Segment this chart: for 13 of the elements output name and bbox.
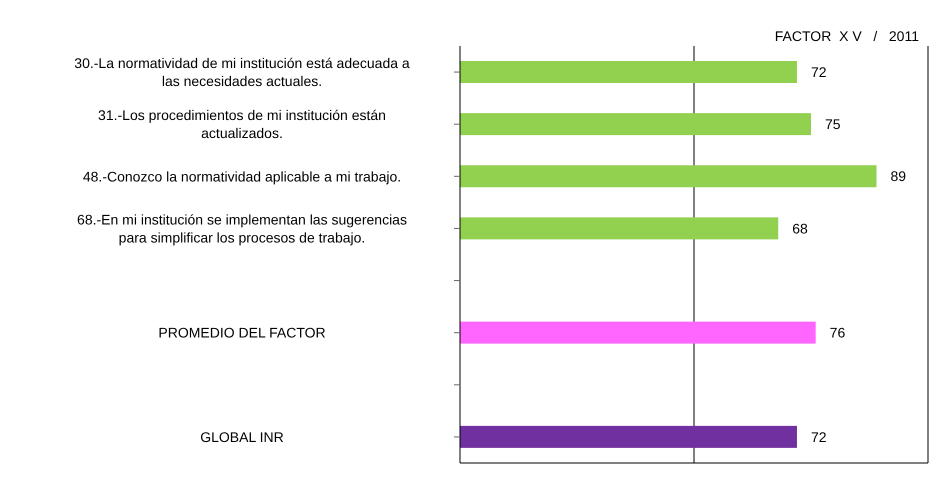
chart-title: FACTOR X V / 2011 [774,28,919,44]
data-label: 76 [830,324,846,341]
y-tick-label: 30.-La normatividad de mi institución está adecuada a las necesidades actuales. [74,55,410,90]
data-label: 75 [825,116,841,132]
data-label: 89 [890,168,906,184]
y-tick-label: 31.-Los procedimientos de mi institución están actualizados. [98,107,386,142]
data-label: 72 [810,428,827,445]
data-label: 72 [810,64,827,80]
y-tick-label: PROMEDIO DEL FACTOR [158,324,326,341]
y-tick-label: GLOBAL INR [200,428,284,445]
y-tick-label: 68.-En mi institución se implementan las sugerencias para simplificar los procesos de trabajo. [77,211,407,246]
data-label: 68 [792,220,808,236]
y-tick-label: 48.-Conozco la normatividad aplicable a mi trabajo. [82,168,402,184]
